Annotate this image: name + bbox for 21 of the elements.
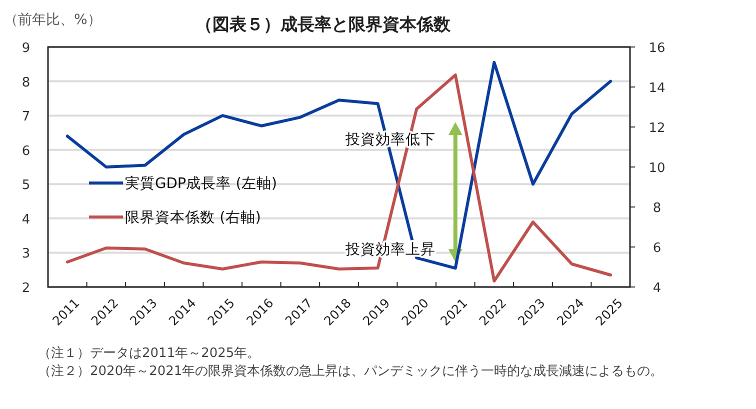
y2-tick-label: 6 bbox=[652, 241, 662, 256]
y-tick-label: 2 bbox=[22, 281, 30, 296]
text: （注１）データは2011年～2025年。 bbox=[38, 346, 260, 361]
y-axis-title: （前年比、%） bbox=[4, 12, 102, 28]
y-tick-label: 4 bbox=[22, 212, 30, 228]
chart-title: （図表５）成長率と限界資本係数 bbox=[196, 15, 452, 35]
y-tick-label: 8 bbox=[22, 75, 30, 90]
text: （注２）2020年～2021年の限界資本係数の急上昇は、パンデミックに伴う一時的な成長減速によるもの。 bbox=[38, 364, 664, 379]
y2-tick-label: 14 bbox=[648, 81, 666, 96]
y-tick-label: 3 bbox=[22, 246, 30, 262]
y-tick-label: 9 bbox=[22, 41, 30, 56]
y2-tick-label: 16 bbox=[648, 41, 666, 56]
legend-label: 実質GDP成長率 (左軸) bbox=[125, 175, 278, 192]
y-tick-label: 7 bbox=[22, 110, 30, 125]
y2-tick-label: 4 bbox=[652, 281, 662, 296]
y-tick-label: 5 bbox=[22, 178, 30, 194]
y2-tick-label: 10 bbox=[648, 161, 666, 176]
y-tick-label: 6 bbox=[22, 144, 30, 159]
legend-label: 限界資本係数 (右軸) bbox=[125, 209, 261, 226]
y2-tick-label: 12 bbox=[648, 121, 666, 136]
y2-tick-label: 8 bbox=[652, 201, 662, 216]
